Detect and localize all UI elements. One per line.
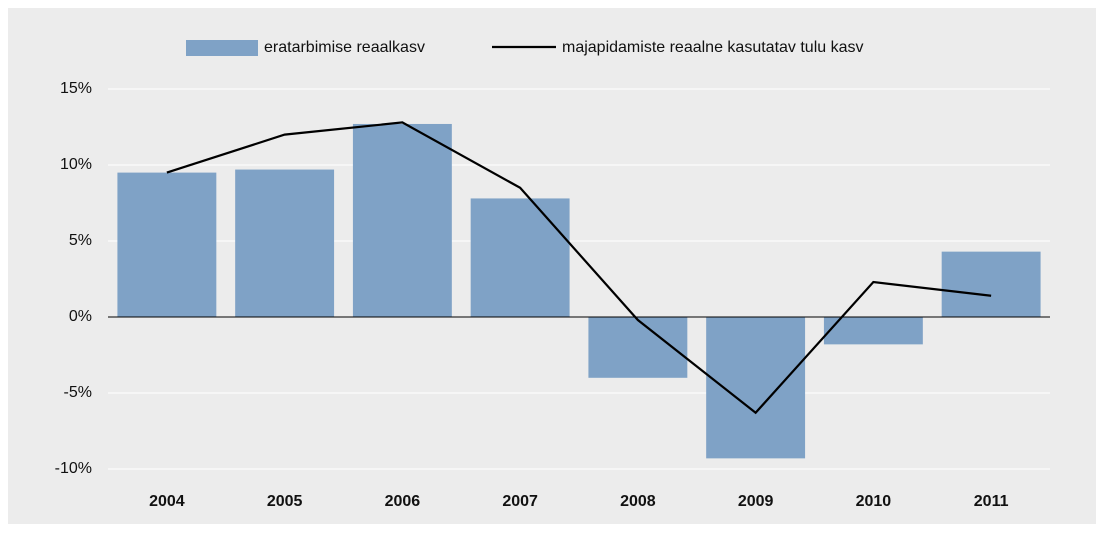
bar [941,251,1041,317]
bar [117,172,217,317]
x-tick-label: 2006 [385,493,421,510]
legend-label: eratarbimise reaalkasv [264,39,425,56]
y-tick-label: 10% [60,156,92,173]
x-tick-label: 2008 [620,493,656,510]
y-tick-label: 15% [60,80,92,97]
x-tick-label: 2007 [502,493,538,510]
x-tick-label: 2010 [856,493,892,510]
y-tick-label: 0% [69,308,92,325]
bar [706,317,806,459]
x-tick-label: 2011 [974,493,1009,510]
y-tick-label: -10% [55,460,92,477]
bar [235,169,335,317]
bar [823,317,923,345]
x-tick-label: 2004 [149,493,185,510]
line [166,121,992,415]
x-tick-label: 2005 [267,493,303,510]
y-tick-label: 5% [69,232,92,249]
y-tick-label: -5% [64,384,92,401]
legend-swatch [186,40,258,56]
bar [470,198,570,317]
legend-label: majapidamiste reaalne kasutatav tulu kas… [562,39,864,56]
bar [352,123,452,318]
x-tick-label: 2009 [738,493,774,510]
